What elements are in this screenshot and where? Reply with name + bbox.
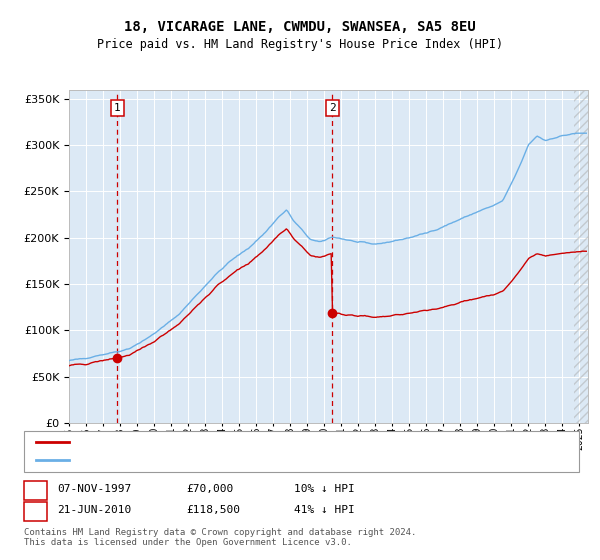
Text: 1: 1	[114, 103, 121, 113]
Text: 07-NOV-1997: 07-NOV-1997	[57, 484, 131, 494]
Text: 21-JUN-2010: 21-JUN-2010	[57, 505, 131, 515]
Text: HPI: Average price, detached house, Swansea: HPI: Average price, detached house, Swan…	[75, 455, 344, 465]
Text: 18, VICARAGE LANE, CWMDU, SWANSEA, SA5 8EU (detached house): 18, VICARAGE LANE, CWMDU, SWANSEA, SA5 8…	[75, 437, 444, 447]
Text: 2: 2	[32, 505, 39, 515]
Text: Price paid vs. HM Land Registry's House Price Index (HPI): Price paid vs. HM Land Registry's House …	[97, 38, 503, 50]
Text: Contains HM Land Registry data © Crown copyright and database right 2024.
This d: Contains HM Land Registry data © Crown c…	[24, 528, 416, 547]
Text: 18, VICARAGE LANE, CWMDU, SWANSEA, SA5 8EU: 18, VICARAGE LANE, CWMDU, SWANSEA, SA5 8…	[124, 20, 476, 34]
Text: 10% ↓ HPI: 10% ↓ HPI	[294, 484, 355, 494]
Text: £118,500: £118,500	[186, 505, 240, 515]
Text: 1: 1	[32, 484, 39, 494]
Text: 2: 2	[329, 103, 335, 113]
Text: 41% ↓ HPI: 41% ↓ HPI	[294, 505, 355, 515]
Text: £70,000: £70,000	[186, 484, 233, 494]
